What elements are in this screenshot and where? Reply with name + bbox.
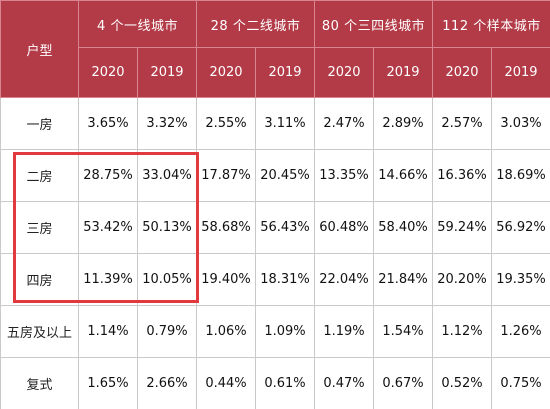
table-cell: 1.26% (490, 305, 550, 358)
table-cell: 56.92% (490, 201, 550, 254)
table-cell: 28.75% (78, 149, 138, 202)
row-type-label: 复式 (0, 357, 79, 409)
row-type-label: 二房 (0, 149, 79, 202)
year-header: 2020 (196, 47, 256, 98)
table-cell: 2.55% (196, 97, 256, 150)
table-cell: 0.75% (490, 357, 550, 409)
table-cell: 1.65% (78, 357, 138, 409)
table-cell: 53.42% (78, 201, 138, 254)
year-header: 2019 (137, 47, 197, 98)
table-cell: 0.61% (255, 357, 315, 409)
table-cell: 14.66% (373, 149, 433, 202)
table-cell: 1.12% (432, 305, 492, 358)
table-cell: 22.04% (314, 253, 374, 306)
table-cell: 21.84% (373, 253, 433, 306)
table-cell: 0.79% (137, 305, 197, 358)
year-header: 2019 (490, 47, 550, 98)
year-header: 2020 (78, 47, 138, 98)
table-row: 四房 11.39% 10.05% 19.40% 18.31% 22.04% 21… (0, 253, 550, 306)
table-cell: 0.67% (373, 357, 433, 409)
table-row: 复式 1.65% 2.66% 0.44% 0.61% 0.47% 0.67% 0… (0, 357, 550, 409)
table-row: 五房及以上 1.14% 0.79% 1.06% 1.09% 1.19% 1.54… (0, 305, 550, 358)
table-cell: 1.06% (196, 305, 256, 358)
row-type-label: 一房 (0, 97, 79, 150)
header-row-years: 2020 2019 2020 2019 2020 2019 2020 2019 (1, 47, 550, 98)
row-type-label: 五房及以上 (0, 305, 79, 358)
table-cell: 19.35% (490, 253, 550, 306)
table-cell: 17.87% (196, 149, 256, 202)
table-cell: 20.45% (255, 149, 315, 202)
table-cell: 16.36% (432, 149, 492, 202)
table-cell: 60.48% (314, 201, 374, 254)
table-row: 二房 28.75% 33.04% 17.87% 20.45% 13.35% 14… (0, 149, 550, 202)
year-header: 2020 (432, 47, 492, 98)
table-cell: 33.04% (137, 149, 197, 202)
group-header-tier1: 4 个一线城市 (78, 0, 197, 48)
table-cell: 13.35% (314, 149, 374, 202)
table-cell: 1.09% (255, 305, 315, 358)
group-header-sample: 112 个样本城市 (431, 0, 550, 48)
table-cell: 0.47% (314, 357, 374, 409)
year-header: 2019 (373, 47, 433, 98)
year-header: 2019 (255, 47, 315, 98)
table-cell: 19.40% (196, 253, 256, 306)
table-cell: 0.52% (432, 357, 492, 409)
table-row: 一房 3.65% 3.32% 2.55% 3.11% 2.47% 2.89% 2… (0, 97, 550, 150)
table-cell: 58.40% (373, 201, 433, 254)
table-cell: 3.65% (78, 97, 138, 150)
row-type-label: 三房 (0, 201, 79, 254)
table-cell: 56.43% (255, 201, 315, 254)
table-cell: 58.68% (196, 201, 256, 254)
table-cell: 2.66% (137, 357, 197, 409)
table-cell: 1.19% (314, 305, 374, 358)
table-cell: 2.89% (373, 97, 433, 150)
table-cell: 18.31% (255, 253, 315, 306)
table-cell: 10.05% (137, 253, 197, 306)
row-type-label: 四房 (0, 253, 79, 306)
table-cell: 59.24% (432, 201, 492, 254)
type-column-header: 户型 (0, 0, 79, 98)
header-row-groups: 户型 4 个一线城市 28 个二线城市 80 个三四线城市 112 个样本城市 (0, 0, 550, 98)
table-cell: 2.57% (432, 97, 492, 150)
table-cell: 50.13% (137, 201, 197, 254)
table-cell: 1.14% (78, 305, 138, 358)
table-cell: 18.69% (490, 149, 550, 202)
group-header-tier2: 28 个二线城市 (196, 0, 315, 48)
table-cell: 3.32% (137, 97, 197, 150)
table-cell: 1.54% (373, 305, 433, 358)
table-row: 三房 53.42% 50.13% 58.68% 56.43% 60.48% 58… (0, 201, 550, 254)
table-cell: 0.44% (196, 357, 256, 409)
table-cell: 2.47% (314, 97, 374, 150)
table-cell: 20.20% (432, 253, 492, 306)
table-cell: 3.03% (490, 97, 550, 150)
year-header: 2020 (314, 47, 374, 98)
table-cell: 3.11% (255, 97, 315, 150)
group-header-tier3-4: 80 个三四线城市 (314, 0, 433, 48)
table-cell: 11.39% (78, 253, 138, 306)
